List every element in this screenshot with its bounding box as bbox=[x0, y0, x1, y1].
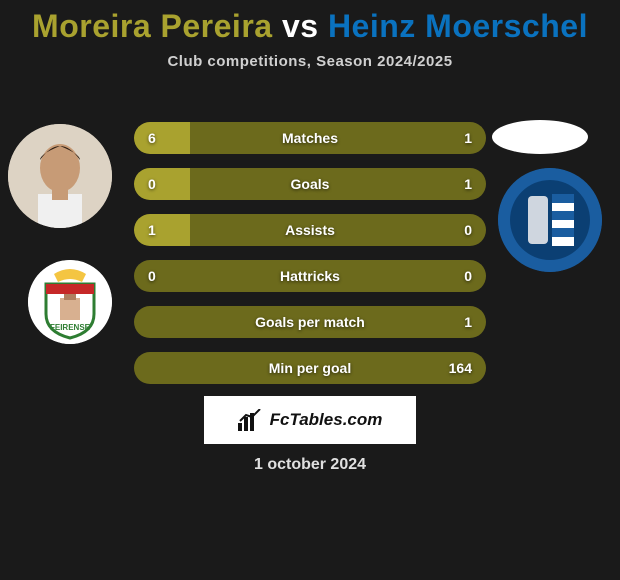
source-logo: FcTables.com bbox=[204, 396, 416, 444]
stat-row: Goals per match1 bbox=[134, 306, 486, 338]
stat-text: Goals per match1 bbox=[134, 306, 486, 338]
date-text: 1 october 2024 bbox=[0, 456, 620, 474]
stat-row: 0Goals1 bbox=[134, 168, 486, 200]
page-title: Moreira Pereira vs Heinz Moerschel bbox=[0, 0, 620, 45]
club2-badge bbox=[498, 168, 602, 272]
stat-text: 0Goals1 bbox=[134, 168, 486, 200]
stat-row: 6Matches1 bbox=[134, 122, 486, 154]
comparison-bars: 6Matches10Goals11Assists00Hattricks0Goal… bbox=[134, 122, 486, 398]
player1-name: Moreira Pereira bbox=[32, 8, 273, 44]
stat-value-right: 164 bbox=[449, 360, 472, 376]
stat-label: Goals per match bbox=[134, 314, 486, 330]
stat-row: 1Assists0 bbox=[134, 214, 486, 246]
stat-value-right: 1 bbox=[464, 176, 472, 192]
stat-value-right: 0 bbox=[464, 222, 472, 238]
stat-text: 6Matches1 bbox=[134, 122, 486, 154]
stat-value-right: 1 bbox=[464, 130, 472, 146]
stat-value-left: 0 bbox=[148, 176, 156, 192]
player2-name: Heinz Moerschel bbox=[328, 8, 588, 44]
stat-value-left: 6 bbox=[148, 130, 156, 146]
comparison-card: Moreira Pereira vs Heinz Moerschel Club … bbox=[0, 0, 620, 580]
stat-text: 0Hattricks0 bbox=[134, 260, 486, 292]
stat-label: Min per goal bbox=[134, 360, 486, 376]
stat-value-left: 0 bbox=[148, 268, 156, 284]
stat-value-left: 1 bbox=[148, 222, 156, 238]
stat-label: Goals bbox=[134, 176, 486, 192]
source-logo-text: FcTables.com bbox=[270, 410, 383, 430]
vs-text: vs bbox=[273, 8, 328, 44]
player1-avatar bbox=[8, 124, 112, 228]
svg-text:FEIRENSE: FEIRENSE bbox=[50, 323, 91, 332]
stat-label: Matches bbox=[134, 130, 486, 146]
stat-row: 0Hattricks0 bbox=[134, 260, 486, 292]
stat-value-right: 0 bbox=[464, 268, 472, 284]
stat-row: Min per goal164 bbox=[134, 352, 486, 384]
subtitle: Club competitions, Season 2024/2025 bbox=[0, 53, 620, 70]
club1-badge: FEIRENSE bbox=[28, 260, 112, 344]
player2-flag bbox=[492, 120, 588, 154]
stat-value-right: 1 bbox=[464, 314, 472, 330]
stat-text: 1Assists0 bbox=[134, 214, 486, 246]
stat-label: Assists bbox=[134, 222, 486, 238]
stat-text: Min per goal164 bbox=[134, 352, 486, 384]
stat-label: Hattricks bbox=[134, 268, 486, 284]
